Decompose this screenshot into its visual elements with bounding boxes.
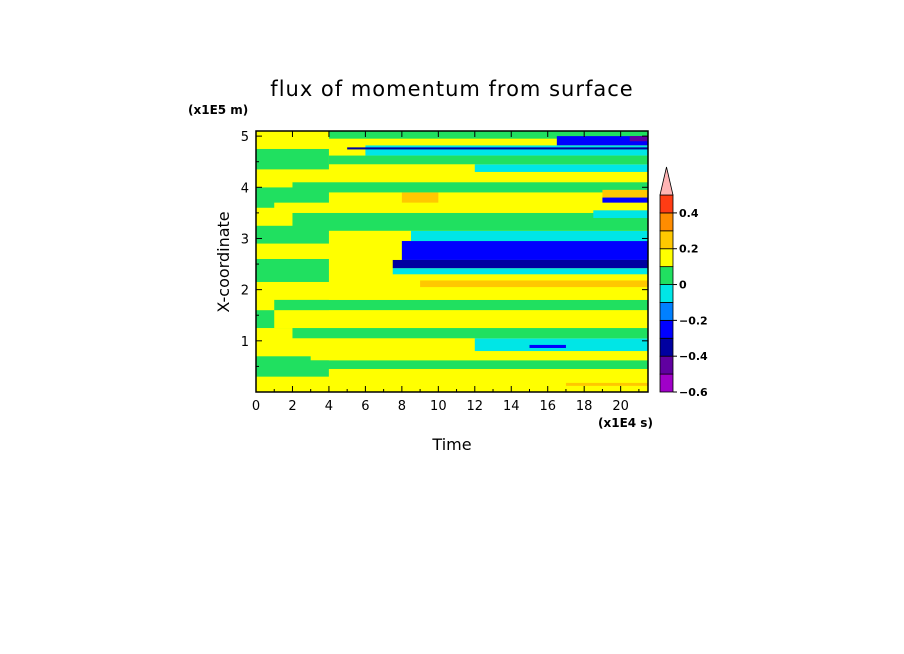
x-axis-label: Time bbox=[431, 435, 471, 454]
contour-region bbox=[256, 131, 329, 149]
y-tick-label: 2 bbox=[241, 284, 249, 299]
colorbar-swatch bbox=[659, 194, 674, 214]
colorbar-label: 0 bbox=[679, 279, 687, 292]
contour-region bbox=[292, 360, 648, 369]
contour-region bbox=[256, 148, 329, 170]
contour-region bbox=[602, 197, 648, 203]
contour-region bbox=[274, 299, 648, 311]
colorbar-swatch bbox=[659, 302, 674, 321]
contour-region bbox=[274, 202, 648, 213]
x-tick-label: 14 bbox=[503, 399, 520, 414]
contour-region bbox=[392, 259, 648, 269]
colorbar-swatch bbox=[659, 230, 674, 250]
contour-region bbox=[365, 145, 648, 156]
y-axis-ticks: 1 2 3 4 5 bbox=[241, 130, 648, 367]
colorbar-swatch bbox=[659, 212, 674, 232]
contour-region bbox=[347, 147, 648, 150]
x-unit-label: (x1E4 s) bbox=[598, 416, 653, 430]
y-tick-label: 3 bbox=[241, 232, 249, 247]
contour-region bbox=[420, 280, 648, 288]
contour-region bbox=[328, 368, 648, 383]
colorbar-swatch bbox=[659, 266, 674, 285]
x-tick-label: 10 bbox=[430, 399, 447, 414]
contour-region bbox=[292, 212, 648, 231]
contour-region bbox=[602, 189, 648, 198]
colorbar-label: 0.4 bbox=[679, 207, 699, 220]
contour-region bbox=[347, 274, 648, 281]
y-tick-label: 5 bbox=[241, 130, 249, 145]
y-unit-label: (x1E5 m) bbox=[188, 103, 248, 117]
contour-region bbox=[474, 338, 648, 352]
contour-region bbox=[256, 376, 329, 392]
contour-region bbox=[410, 230, 648, 242]
colorbar-extension bbox=[659, 166, 674, 196]
contour-region bbox=[556, 136, 648, 146]
contour-region bbox=[529, 344, 566, 348]
colorbar-swatch bbox=[659, 248, 674, 268]
contour-region bbox=[328, 287, 648, 300]
x-tick-label: 0 bbox=[252, 399, 260, 414]
colorbar-swatch bbox=[659, 355, 674, 375]
plot-frame bbox=[255, 130, 649, 393]
colorbar: −0.6 −0.4 −0.2 0 0.2 0.4 bbox=[659, 166, 708, 399]
contour-region bbox=[292, 182, 648, 193]
contour-region bbox=[474, 164, 648, 172]
contour-region bbox=[328, 155, 648, 165]
x-tick-label: 6 bbox=[361, 399, 369, 414]
x-tick-label: 4 bbox=[325, 399, 333, 414]
y-axis-label: X-coordinate bbox=[214, 211, 233, 312]
x-tick-label: 20 bbox=[612, 399, 629, 414]
colorbar-swatch bbox=[659, 337, 674, 357]
contour-region bbox=[392, 268, 648, 275]
x-tick-label: 12 bbox=[467, 399, 484, 414]
contour-region bbox=[310, 351, 648, 361]
x-axis-ticks: 0 2 4 6 8 10 12 14 16 18 20 bbox=[252, 131, 640, 414]
colorbar-swatch bbox=[659, 284, 674, 303]
contour-region bbox=[256, 258, 329, 282]
contour-region bbox=[274, 171, 648, 183]
chart-title: flux of momentum from surface bbox=[270, 77, 633, 101]
contour-region bbox=[565, 382, 648, 386]
colorbar-label: −0.6 bbox=[679, 386, 708, 399]
y-tick-label: 4 bbox=[241, 181, 249, 196]
x-tick-label: 18 bbox=[576, 399, 593, 414]
contour-region bbox=[401, 241, 648, 260]
colorbar-swatch bbox=[659, 373, 674, 393]
colorbar-label: −0.4 bbox=[679, 350, 708, 363]
contour-region bbox=[292, 328, 648, 339]
contour-region bbox=[629, 136, 648, 142]
contour-region bbox=[328, 385, 648, 392]
plot-area bbox=[255, 130, 649, 393]
contour-region bbox=[256, 243, 329, 259]
colorbar-label: 0.2 bbox=[679, 243, 699, 256]
colorbar-swatch bbox=[659, 319, 674, 339]
x-tick-label: 2 bbox=[288, 399, 296, 414]
contour-region bbox=[401, 192, 439, 203]
contour-region bbox=[328, 138, 648, 146]
contour-region bbox=[274, 310, 648, 329]
y-tick-label: 1 bbox=[241, 335, 249, 350]
contour-region bbox=[593, 210, 648, 218]
contour-region bbox=[328, 131, 648, 139]
x-tick-label: 16 bbox=[539, 399, 556, 414]
colorbar-label: −0.2 bbox=[679, 314, 708, 327]
x-tick-label: 8 bbox=[398, 399, 406, 414]
